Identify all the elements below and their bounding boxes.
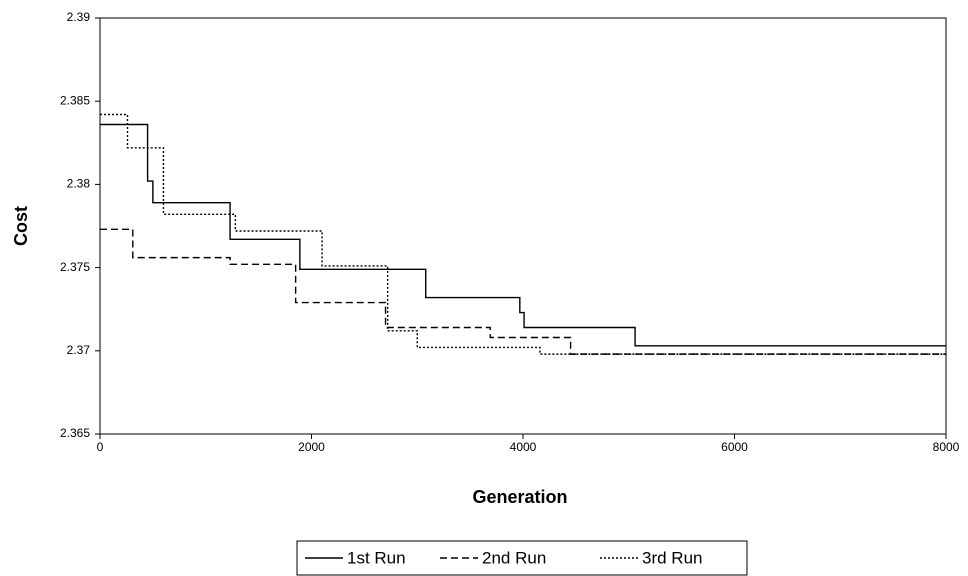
legend-box — [296, 540, 748, 576]
y-tick-label: 2.38 — [67, 177, 91, 191]
y-tick-label: 2.365 — [60, 426, 90, 440]
y-tick-label: 2.39 — [67, 10, 91, 24]
series-line — [100, 123, 946, 347]
series-line — [100, 113, 946, 355]
legend-label: 3rd Run — [642, 548, 702, 567]
x-tick-label: 0 — [97, 440, 104, 454]
x-axis-title: Generation — [472, 487, 567, 507]
x-tick-label: 6000 — [721, 440, 748, 454]
x-tick-label: 2000 — [298, 440, 325, 454]
y-tick-label: 2.37 — [67, 343, 91, 357]
y-tick-label: 2.375 — [60, 260, 90, 274]
legend-label: 2nd Run — [482, 548, 546, 567]
plot-frame — [99, 17, 947, 435]
x-tick-label: 4000 — [510, 440, 537, 454]
y-tick-label: 2.385 — [60, 93, 90, 107]
x-tick-label: 8000 — [933, 440, 960, 454]
series-line — [100, 228, 946, 355]
y-axis-title: Cost — [11, 206, 31, 246]
legend-label: 1st Run — [347, 548, 406, 567]
